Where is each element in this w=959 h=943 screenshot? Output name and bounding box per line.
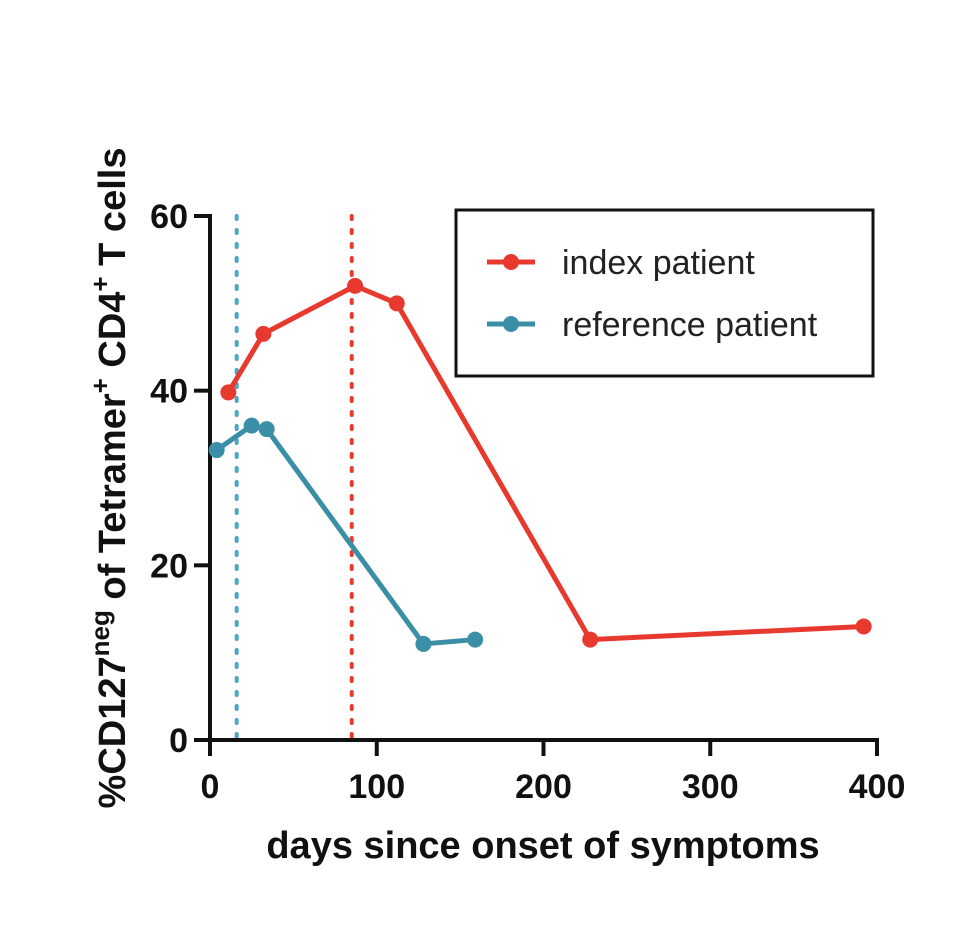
legend-box — [454, 208, 875, 378]
data-point — [347, 277, 364, 294]
data-point — [243, 417, 260, 434]
y-tick-label: 0 — [169, 722, 188, 760]
legend-swatch-marker — [503, 254, 519, 270]
series-index-patient — [220, 277, 872, 648]
x-tick-label: 400 — [849, 768, 906, 806]
legend-label: index patient — [562, 244, 755, 282]
legend-label: reference patient — [562, 306, 818, 344]
data-point — [388, 295, 405, 312]
x-tick-label: 0 — [201, 768, 220, 806]
legend: index patient reference patient — [454, 208, 875, 378]
series-line — [215, 423, 476, 647]
data-point — [220, 384, 237, 401]
data-point — [855, 618, 872, 635]
y-tick-label: 40 — [150, 373, 188, 411]
series-reference-patient — [208, 417, 484, 652]
x-ticks: 0 100 200 300 400 — [201, 740, 906, 806]
data-point — [258, 421, 275, 438]
series-line — [226, 283, 864, 643]
y-title-sup-plus-1: + — [85, 378, 115, 393]
data-point — [415, 635, 432, 652]
data-point — [582, 631, 599, 648]
y-title-tail: T cells — [92, 148, 134, 277]
data-point — [255, 325, 272, 342]
y-title-cd4: CD4 — [92, 292, 134, 379]
x-tick-label: 200 — [515, 768, 572, 806]
reference-lines — [234, 214, 354, 742]
data-point — [467, 631, 484, 648]
y-tick-label: 20 — [150, 547, 188, 585]
legend-swatch-marker — [503, 316, 519, 332]
y-tick-label: 60 — [150, 198, 188, 236]
x-tick-label: 100 — [348, 768, 405, 806]
y-ticks: 0 20 40 60 — [150, 198, 210, 760]
x-axis-title: days since onset of symptoms — [266, 825, 819, 867]
y-title-sup-neg: neg — [85, 610, 115, 656]
series-group — [208, 277, 872, 652]
x-tick-label: 300 — [682, 768, 739, 806]
y-title-base: %CD127 — [92, 656, 134, 808]
y-axis-title: %CD127neg of Tetramer+ CD4+ T cells — [85, 148, 134, 809]
y-title-sup-plus-2: + — [85, 276, 115, 291]
data-point — [208, 442, 225, 459]
y-title-middle: of Tetramer — [92, 393, 134, 610]
